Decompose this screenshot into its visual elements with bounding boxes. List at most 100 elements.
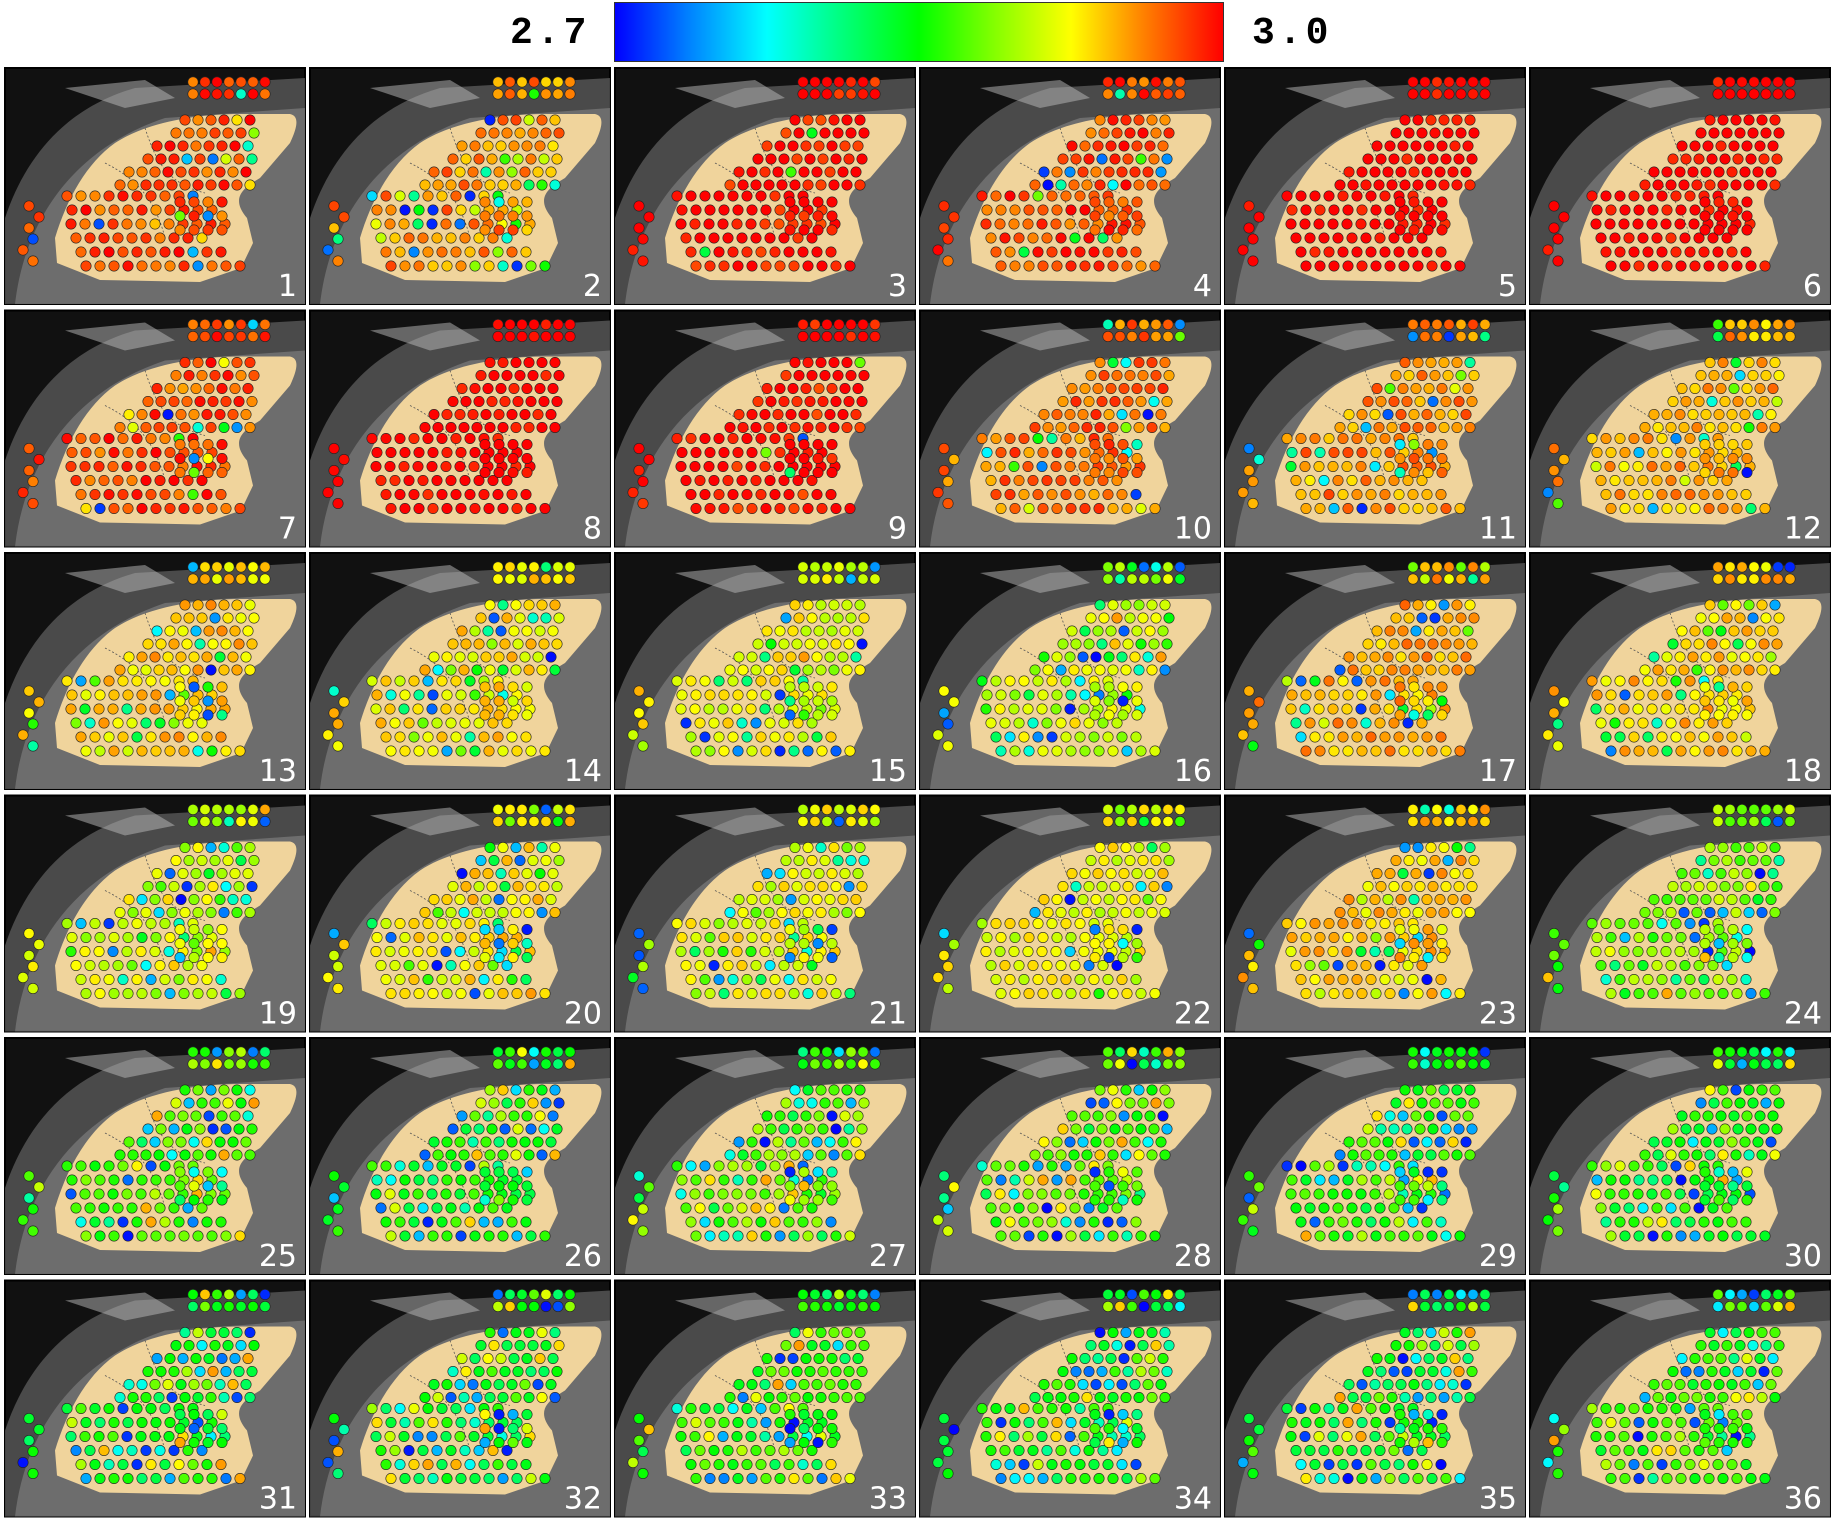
electrode-dot (1727, 1194, 1739, 1206)
electrode-dot (1055, 907, 1067, 919)
electrode-dot (17, 972, 29, 984)
electrode-dot (713, 675, 725, 687)
electrode-dot (1079, 383, 1091, 395)
electrode-dot (1105, 625, 1117, 637)
electrode-dot (482, 625, 494, 637)
electrode-dot (170, 369, 182, 381)
electrode-dot (1542, 1214, 1554, 1226)
electrode-dot (1756, 907, 1768, 919)
electrode-dot (140, 1149, 152, 1161)
electrode-dot (1286, 932, 1298, 944)
electrode-dot (1369, 1188, 1381, 1200)
electrode-dot (1425, 599, 1437, 611)
electrode-dot (843, 881, 855, 893)
electrode-dot (1765, 894, 1777, 906)
electrode-dot (492, 573, 504, 585)
electrode-dot (1689, 868, 1701, 880)
electrode-dot (1399, 1149, 1411, 1161)
electrode-dot (750, 1202, 762, 1214)
electrode-dot (192, 1230, 204, 1242)
electrode-dot (521, 1180, 533, 1192)
electrode-dot (203, 383, 215, 395)
electrode-dot (519, 409, 531, 421)
electrode-dot (441, 204, 453, 216)
electrode-dot (469, 383, 481, 395)
electrode-dot (1369, 1136, 1381, 1148)
panel: 16 (919, 552, 1221, 790)
electrode-dot (1118, 140, 1130, 152)
electrode-dot (103, 246, 115, 258)
electrode-dot (627, 972, 639, 984)
electrode-dot (1680, 881, 1692, 893)
electrode-dot (380, 433, 392, 445)
electrode-dot (173, 1216, 185, 1228)
electrode-dot (798, 196, 810, 208)
electrode-dot (168, 1366, 180, 1378)
electrode-dot (564, 319, 576, 330)
electrode-dot (1103, 409, 1115, 421)
electrode-dot (142, 881, 154, 893)
electrode-dot (788, 1230, 800, 1242)
electrode-dot (1679, 1202, 1691, 1214)
electrode-dot (1678, 664, 1690, 676)
electrode-dot (1131, 868, 1143, 880)
electrode-dot (126, 232, 138, 244)
electrode-dot (385, 1230, 397, 1242)
electrode-dot (1149, 745, 1161, 757)
electrode-dot (484, 664, 496, 676)
electrode-dot (168, 232, 180, 244)
electrode-dot (150, 503, 162, 515)
panel: 17 (1224, 552, 1526, 790)
electrode-dot (828, 179, 840, 191)
electrode-dot (1422, 196, 1434, 208)
electrode-dot (1365, 731, 1377, 743)
electrode-dot (1702, 625, 1714, 637)
electrode-dot (174, 924, 186, 936)
electrode-dot (1150, 561, 1162, 573)
electrode-dot (450, 675, 462, 687)
electrode-dot (497, 1230, 509, 1242)
electrode-dot (1730, 599, 1742, 611)
electrode-dot (1362, 1123, 1374, 1135)
electrode-dot (136, 1230, 148, 1242)
electrode-dot (1454, 988, 1466, 1000)
electrode-dot (514, 854, 526, 866)
electrode-dot (27, 1468, 39, 1480)
electrode-dot (1558, 1181, 1570, 1193)
electrode-dot (857, 1058, 869, 1070)
electrode-dot (1146, 599, 1158, 611)
electrode-dot (1784, 319, 1796, 330)
electrode-dot (1060, 675, 1072, 687)
electrode-dot (136, 1473, 148, 1485)
electrode-dot (98, 1445, 110, 1457)
electrode-dot (1114, 804, 1126, 815)
electrode-dot (394, 974, 406, 986)
electrode-dot (1162, 76, 1174, 88)
electrode-dot (1295, 433, 1307, 445)
electrode-dot (1689, 625, 1701, 637)
electrode-dot (479, 709, 491, 721)
electrode-dot (1117, 224, 1129, 236)
electrode-dot (417, 475, 429, 487)
electrode-dot (1665, 664, 1677, 676)
electrode-dot (174, 1437, 186, 1449)
electrode-dot (464, 974, 476, 986)
electrode-dot (247, 1046, 259, 1058)
electrode-dot (685, 1216, 697, 1228)
electrode-dot (1327, 1188, 1339, 1200)
electrode-dot (1138, 561, 1150, 573)
electrode-dot (478, 246, 490, 258)
electrode-dot (1295, 675, 1307, 687)
electrode-dot (1092, 1110, 1104, 1122)
electrode-dot (844, 503, 856, 515)
electrode-dot (456, 383, 468, 395)
electrode-dot (1394, 709, 1406, 721)
electrode-dot (1421, 651, 1433, 663)
electrode-dot (699, 433, 711, 445)
electrode-dot (798, 210, 810, 222)
electrode-dot (460, 638, 472, 650)
electrode-dot (209, 369, 221, 381)
electrode-dot (1022, 461, 1034, 473)
electrode-dot (1159, 114, 1171, 126)
electrode-dot (220, 1123, 232, 1135)
